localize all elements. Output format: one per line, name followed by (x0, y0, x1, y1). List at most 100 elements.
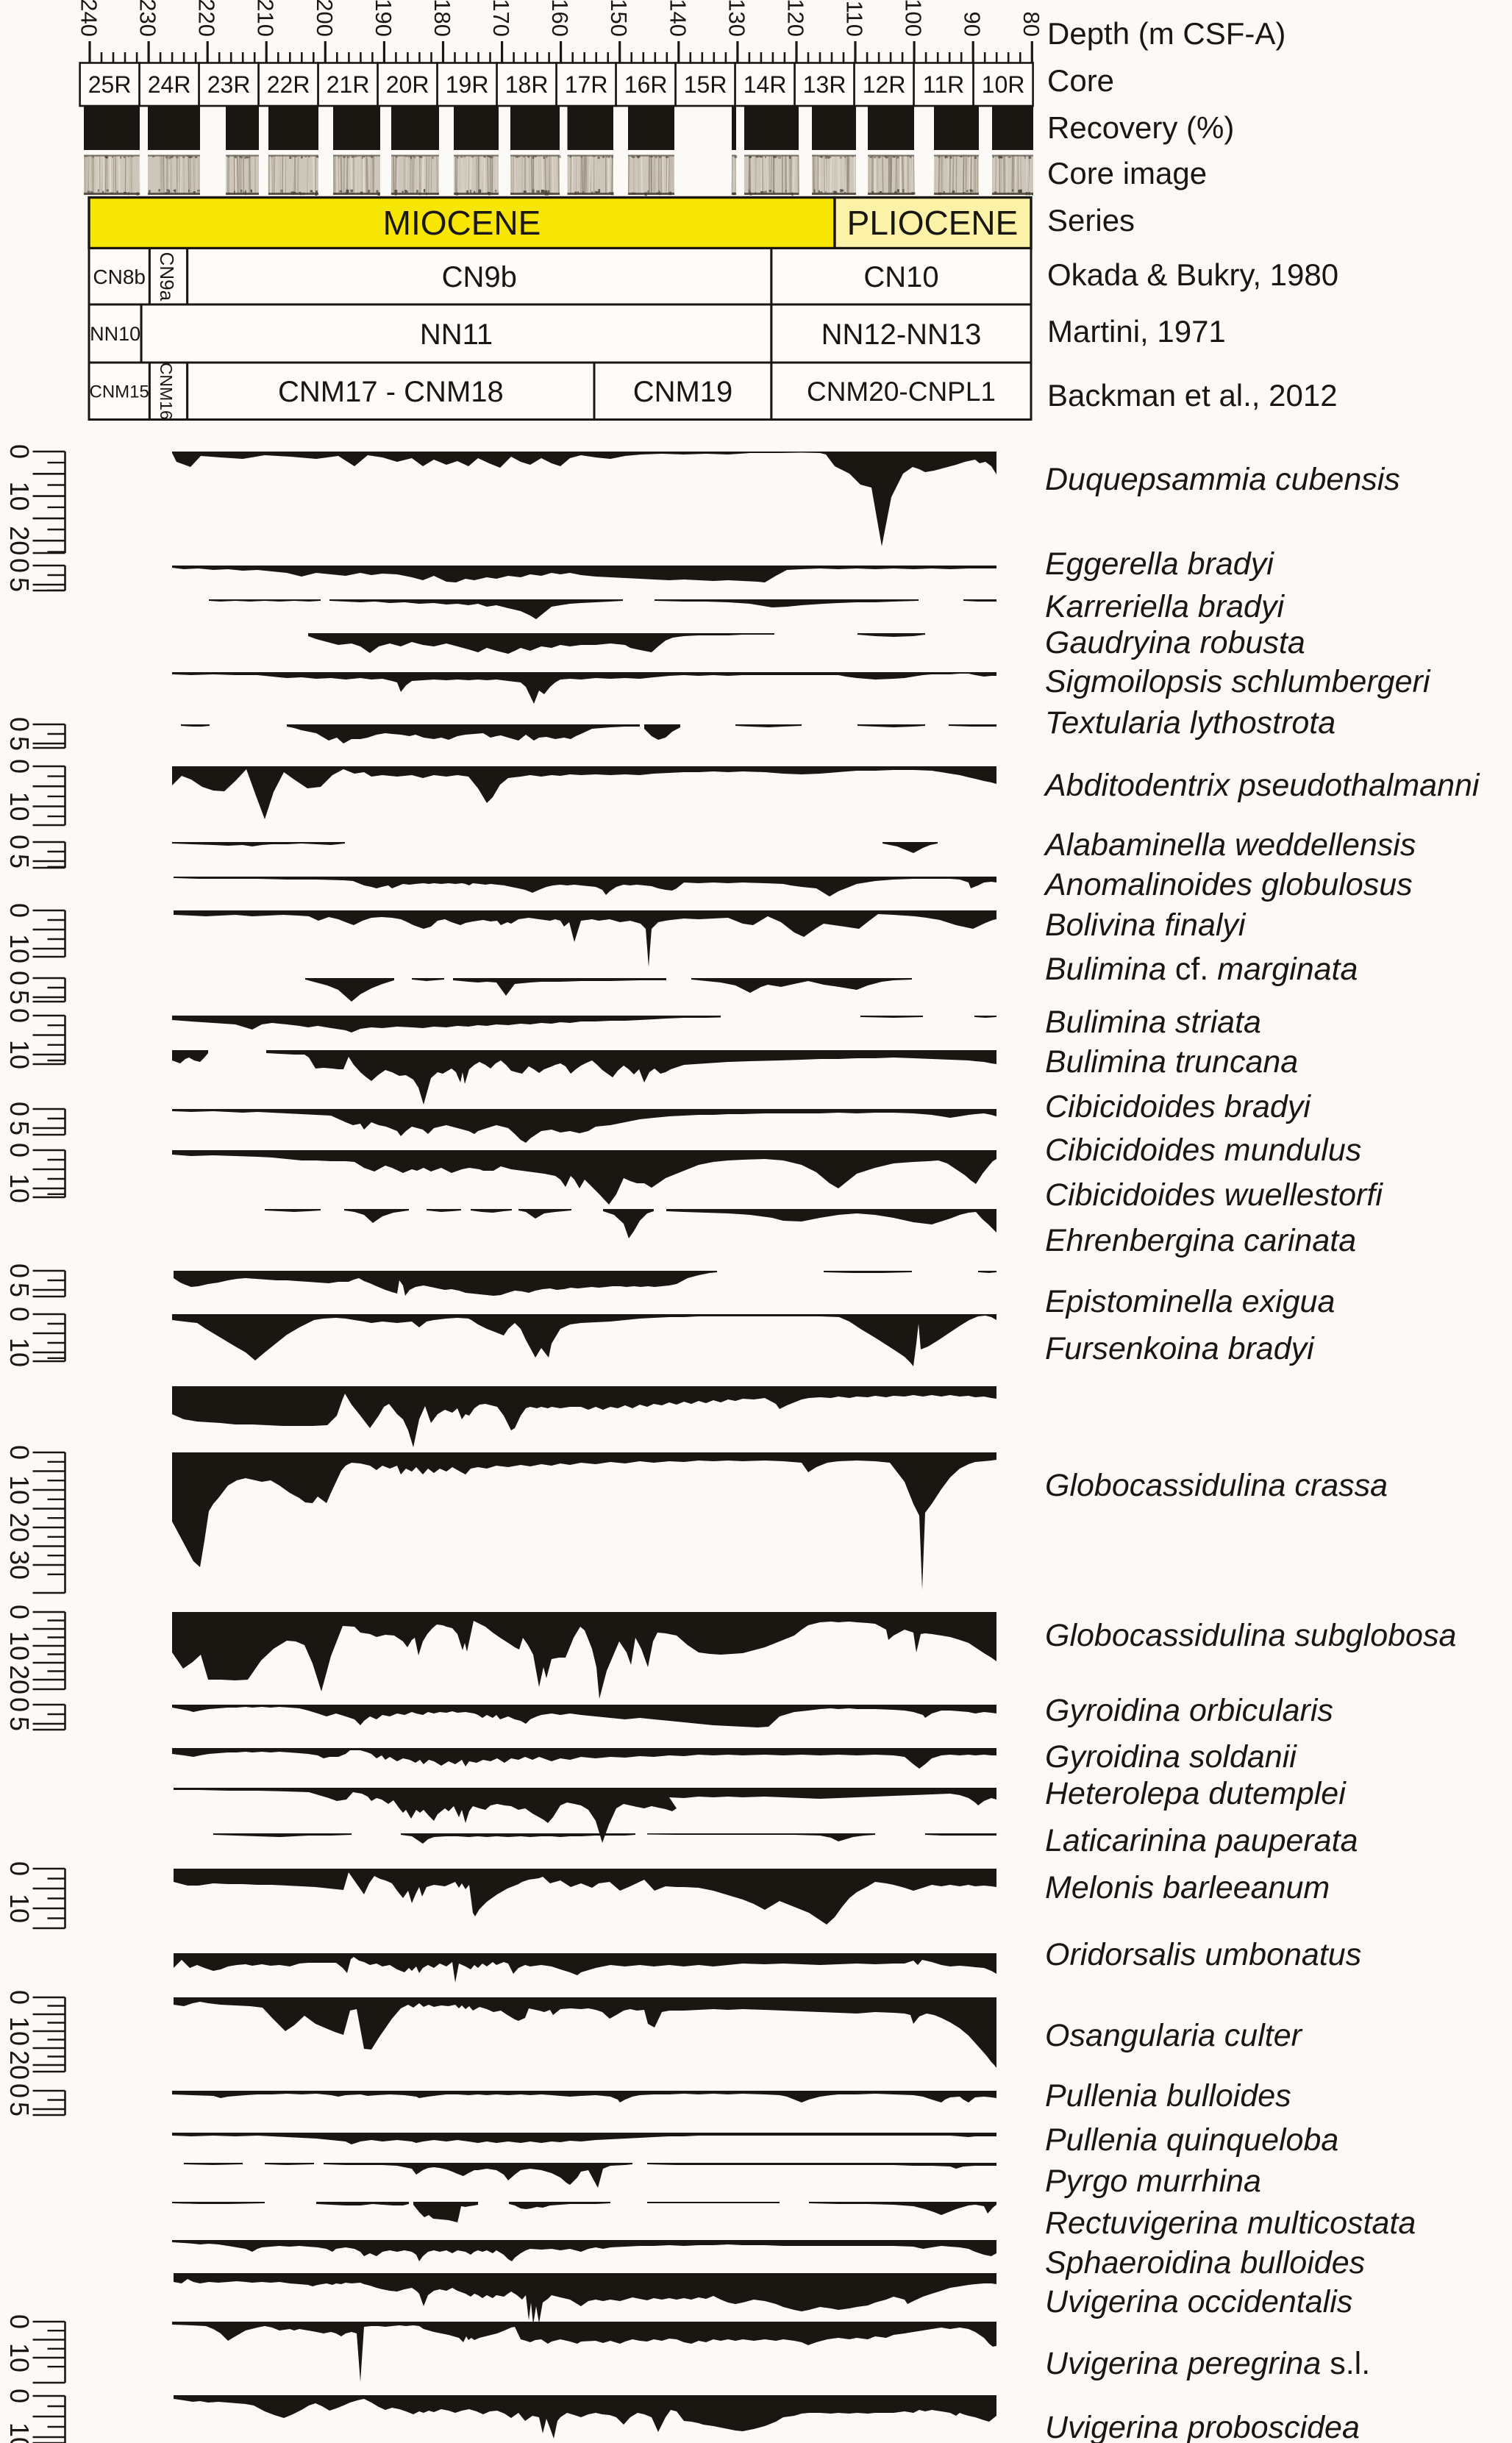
svg-text:160: 160 (547, 0, 573, 37)
svg-text:Uvigerina occidentalis: Uvigerina occidentalis (1045, 2284, 1352, 2319)
svg-text:10: 10 (4, 934, 35, 963)
svg-text:0: 0 (4, 759, 35, 774)
svg-text:200: 200 (312, 0, 338, 37)
svg-text:Bulimina cf. marginata: Bulimina cf. marginata (1045, 952, 1358, 987)
svg-text:90: 90 (960, 12, 985, 37)
svg-text:10: 10 (4, 1174, 35, 1203)
svg-text:0: 0 (4, 903, 35, 918)
svg-text:0: 0 (4, 1605, 35, 1619)
svg-text:Laticarinina pauperata: Laticarinina pauperata (1045, 1823, 1358, 1858)
svg-text:0: 0 (4, 1445, 35, 1460)
svg-text:CNM15: CNM15 (90, 382, 149, 402)
svg-text:MIOCENE: MIOCENE (383, 204, 541, 242)
svg-text:Duquepsammia cubensis: Duquepsammia cubensis (1045, 462, 1400, 497)
svg-text:20R: 20R (386, 71, 429, 98)
svg-text:Depth (m CSF-A): Depth (m CSF-A) (1047, 16, 1285, 51)
svg-text:Uvigerina proboscidea: Uvigerina proboscidea (1045, 2410, 1360, 2443)
svg-text:Anomalinoides globulosus: Anomalinoides globulosus (1043, 867, 1413, 902)
svg-text:5: 5 (4, 1283, 35, 1297)
svg-text:Pyrgo murrhina: Pyrgo murrhina (1045, 2164, 1261, 2199)
svg-text:Pullenia bulloides: Pullenia bulloides (1045, 2078, 1291, 2114)
svg-text:Cibicidoides bradyi: Cibicidoides bradyi (1045, 1089, 1311, 1124)
svg-text:130: 130 (724, 0, 749, 37)
svg-text:11R: 11R (923, 71, 964, 98)
svg-text:5: 5 (4, 854, 35, 869)
svg-text:150: 150 (606, 0, 632, 37)
svg-text:0: 0 (4, 1861, 35, 1876)
svg-text:16R: 16R (624, 71, 668, 98)
svg-text:14R: 14R (743, 71, 787, 98)
svg-text:Cibicidoides mundulus: Cibicidoides mundulus (1045, 1133, 1361, 1168)
svg-text:13R: 13R (803, 71, 846, 98)
svg-text:0: 0 (4, 558, 35, 573)
svg-text:0: 0 (4, 1990, 35, 2005)
svg-text:0: 0 (4, 2314, 35, 2329)
svg-text:5: 5 (4, 577, 35, 592)
svg-text:10: 10 (4, 791, 35, 821)
svg-text:CNM19: CNM19 (633, 376, 733, 408)
svg-text:Series: Series (1047, 203, 1135, 238)
svg-text:0: 0 (4, 717, 35, 732)
svg-text:Heterolepa dutemplei: Heterolepa dutemplei (1045, 1776, 1347, 1811)
svg-text:Gyroidina soldanii: Gyroidina soldanii (1045, 1739, 1297, 1775)
svg-text:Rectuvigerina multicostata: Rectuvigerina multicostata (1045, 2205, 1416, 2241)
svg-text:30: 30 (4, 1550, 35, 1580)
svg-text:240: 240 (76, 0, 102, 37)
svg-text:5: 5 (4, 1121, 35, 1135)
svg-text:230: 230 (135, 0, 161, 37)
svg-text:NN11: NN11 (420, 318, 493, 351)
svg-text:0: 0 (4, 1008, 35, 1023)
svg-text:21R: 21R (327, 71, 370, 98)
svg-text:CN9a: CN9a (156, 252, 178, 302)
svg-text:10: 10 (4, 2343, 35, 2372)
svg-text:24R: 24R (148, 71, 191, 98)
svg-text:0: 0 (4, 444, 35, 459)
svg-text:23R: 23R (207, 71, 251, 98)
svg-text:0: 0 (4, 2083, 35, 2098)
svg-text:Oridorsalis umbonatus: Oridorsalis umbonatus (1045, 1937, 1361, 1972)
svg-text:210: 210 (253, 0, 279, 37)
svg-text:Gaudryina robusta: Gaudryina robusta (1045, 625, 1305, 660)
svg-text:15R: 15R (684, 71, 727, 98)
svg-text:PLIOCENE: PLIOCENE (847, 204, 1019, 242)
svg-text:0: 0 (4, 1263, 35, 1278)
svg-text:0: 0 (4, 2389, 35, 2403)
svg-text:5: 5 (4, 2102, 35, 2116)
svg-text:100: 100 (901, 0, 927, 37)
svg-text:CNM17 - CNM18: CNM17 - CNM18 (278, 376, 504, 408)
svg-text:110: 110 (842, 1, 868, 37)
svg-text:20: 20 (4, 526, 35, 555)
svg-text:140: 140 (665, 0, 691, 37)
svg-text:Bolivina finalyi: Bolivina finalyi (1045, 907, 1247, 943)
svg-text:Martini, 1971: Martini, 1971 (1047, 314, 1226, 349)
svg-text:Core image: Core image (1047, 156, 1207, 190)
svg-text:Recovery (%): Recovery (%) (1047, 110, 1234, 145)
svg-text:10: 10 (4, 1894, 35, 1923)
svg-text:CN10: CN10 (863, 261, 938, 293)
svg-text:20: 20 (4, 2050, 35, 2080)
svg-text:10: 10 (4, 1338, 35, 1367)
svg-text:Fursenkoina bradyi: Fursenkoina bradyi (1045, 1331, 1315, 1366)
svg-text:10: 10 (4, 1040, 35, 1069)
svg-text:Pullenia quinqueloba: Pullenia quinqueloba (1045, 2122, 1338, 2158)
svg-text:12R: 12R (863, 71, 906, 98)
svg-text:0: 0 (4, 1102, 35, 1116)
svg-text:Backman et al., 2012: Backman et al., 2012 (1047, 378, 1338, 413)
svg-text:Globocassidulina subglobosa: Globocassidulina subglobosa (1045, 1618, 1456, 1653)
svg-text:0: 0 (4, 1697, 35, 1712)
svg-text:Textularia lythostrota: Textularia lythostrota (1045, 705, 1336, 741)
svg-text:220: 220 (194, 0, 220, 37)
svg-text:10: 10 (4, 2422, 35, 2443)
svg-text:Uvigerina peregrina s.l.: Uvigerina peregrina s.l. (1045, 2346, 1370, 2381)
svg-text:NN10: NN10 (90, 323, 140, 345)
svg-text:NN12-NN13: NN12-NN13 (821, 318, 982, 351)
svg-text:120: 120 (783, 0, 809, 37)
svg-text:20: 20 (4, 1513, 35, 1542)
svg-text:22R: 22R (267, 71, 310, 98)
svg-text:CN8b: CN8b (93, 265, 146, 288)
svg-text:Bulimina striata: Bulimina striata (1045, 1005, 1261, 1040)
svg-text:190: 190 (371, 0, 396, 37)
svg-text:Globocassidulina crassa: Globocassidulina crassa (1045, 1468, 1388, 1503)
svg-text:Gyroidina orbicularis: Gyroidina orbicularis (1045, 1693, 1333, 1728)
svg-text:Eggerella bradyi: Eggerella bradyi (1045, 546, 1274, 582)
